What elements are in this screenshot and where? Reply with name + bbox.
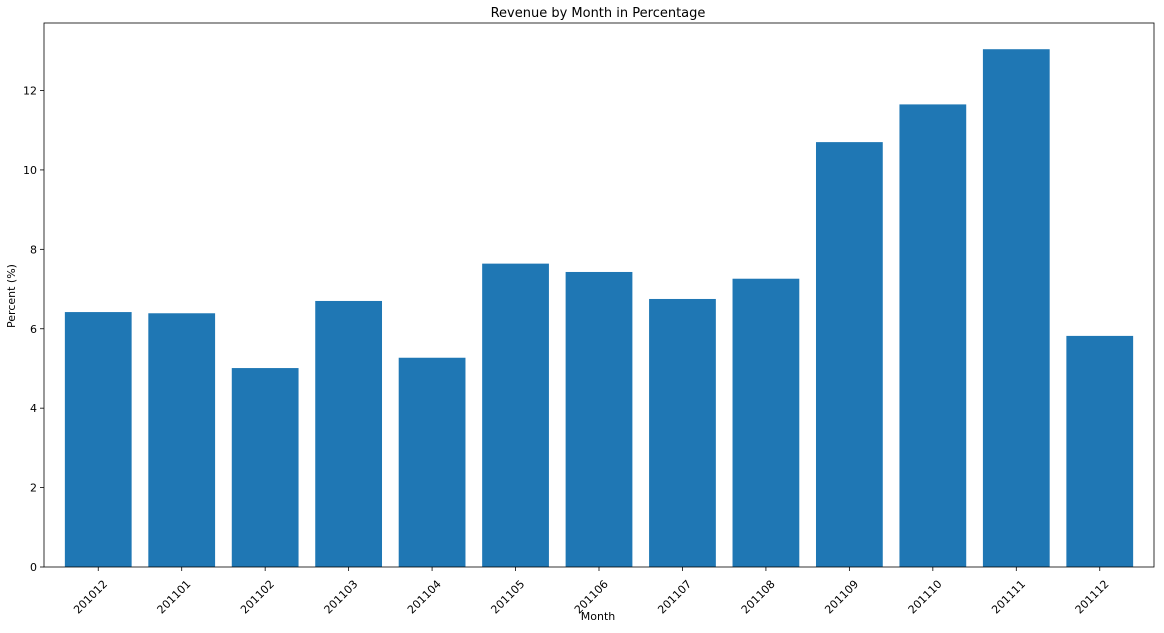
bar-201110	[899, 104, 967, 568]
bar-201102	[231, 368, 299, 567]
bar-201112	[1066, 335, 1134, 567]
y-tick-label: 0	[30, 561, 37, 574]
bar-201012	[64, 312, 132, 567]
x-axis-label: Month	[581, 610, 616, 623]
bar-201107	[649, 298, 716, 567]
bar-201111	[982, 49, 1050, 567]
y-tick-label: 12	[23, 85, 37, 98]
y-tick-label: 10	[23, 164, 37, 177]
y-tick-label: 4	[30, 402, 37, 415]
bar-201103	[315, 300, 383, 567]
chart-title: Revenue by Month in Percentage	[491, 6, 706, 21]
bar-201104	[398, 357, 466, 567]
y-axis-label: Percent (%)	[5, 264, 18, 328]
y-tick-label: 6	[30, 323, 37, 336]
bar-201108	[732, 278, 800, 567]
bar-201109	[815, 142, 883, 567]
bar-201101	[148, 313, 216, 567]
y-tick-label: 8	[30, 243, 37, 256]
bar-201106	[565, 271, 633, 567]
bar-201105	[482, 263, 549, 567]
y-tick-label: 2	[30, 482, 37, 495]
bars-layer	[64, 49, 1134, 568]
